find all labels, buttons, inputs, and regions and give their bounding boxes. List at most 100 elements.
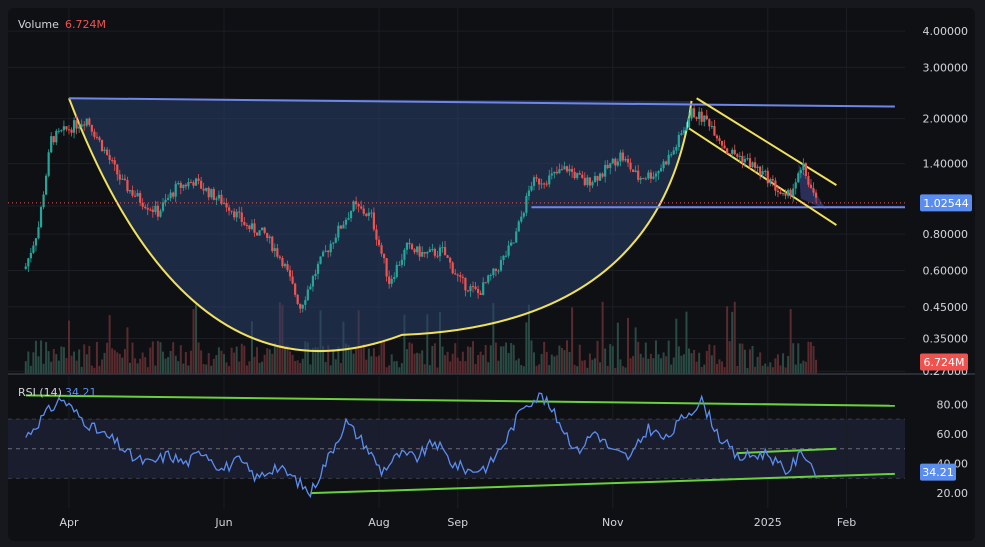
volume-bar	[614, 367, 617, 374]
volume-bar	[815, 359, 818, 374]
volume-bar	[299, 363, 302, 374]
volume-bar	[156, 340, 159, 374]
candle-body	[604, 164, 607, 177]
volume-bar	[715, 363, 718, 374]
candle-body	[45, 175, 48, 195]
candle-body	[118, 174, 121, 180]
rsi-tick-label: 80.00	[937, 398, 969, 411]
candle-body	[723, 145, 726, 149]
candle-body	[141, 202, 144, 207]
volume-bar	[611, 346, 614, 374]
volume-bar	[228, 366, 231, 374]
candle-body	[507, 245, 510, 256]
candle-body	[733, 149, 736, 155]
rsi-lower-trendline[interactable]	[310, 472, 895, 495]
candle-body	[672, 150, 675, 155]
candle-body	[62, 126, 66, 131]
chart-panel[interactable]: 4.00000 3.00000 2.00000 1.40000 0.80000 0.600…	[8, 8, 975, 541]
price-tick-label: 0.35000	[923, 332, 969, 345]
volume-bar	[731, 311, 734, 374]
candle-body	[637, 170, 640, 180]
volume-bar	[675, 318, 678, 374]
candle-body	[535, 177, 538, 179]
candle-body	[50, 136, 53, 153]
candle-body	[177, 182, 180, 184]
volume-bar	[256, 347, 259, 374]
volume-bar	[212, 358, 215, 374]
channel-upper-line[interactable]	[696, 97, 837, 186]
volume-bar	[606, 365, 609, 374]
candle-body	[278, 256, 281, 258]
volume-bar	[233, 352, 236, 374]
candle-body	[42, 194, 45, 208]
wedge-shape[interactable]	[798, 163, 827, 210]
time-axis[interactable]: Apr Jun Aug Sep Nov 2025 Feb	[59, 516, 856, 529]
candle-body	[799, 170, 802, 174]
volume-bar	[713, 345, 716, 374]
volume-bar	[774, 358, 777, 374]
volume-bar	[411, 343, 414, 374]
volume-bar	[604, 348, 607, 374]
price-axis[interactable]: 4.00000 3.00000 2.00000 1.40000 0.80000 0.600…	[923, 25, 969, 378]
candle-body	[88, 118, 91, 125]
volume-bar	[637, 341, 640, 374]
candle-body	[60, 130, 63, 132]
candle-body	[32, 245, 35, 253]
volume-bar	[34, 340, 37, 374]
volume-bar	[553, 356, 556, 374]
volume-bar	[507, 352, 510, 374]
rsi-upper-trendline[interactable]	[25, 394, 895, 407]
volume-bar	[169, 350, 172, 374]
volume-bar	[317, 347, 320, 374]
volume-bar	[57, 360, 60, 374]
candle-body	[565, 166, 569, 172]
candle-body	[634, 170, 637, 172]
volume-bar	[222, 354, 225, 374]
volume-bar	[250, 321, 253, 374]
candle-body	[753, 162, 757, 168]
volume-bar	[677, 346, 680, 374]
volume-bar	[629, 358, 632, 374]
candle-body	[431, 248, 434, 250]
volume-bar	[700, 366, 703, 374]
volume-bar	[37, 356, 40, 374]
candle-body	[812, 188, 815, 193]
candle-body	[471, 286, 475, 288]
candle-body	[113, 160, 116, 165]
volume-bar	[405, 349, 408, 374]
candle-body	[705, 115, 708, 120]
volume-bar	[167, 357, 170, 374]
volume-bar	[807, 341, 810, 374]
volume-bar	[174, 355, 177, 374]
candle-body	[220, 194, 223, 204]
candle-body	[47, 152, 50, 176]
candle-body	[403, 249, 406, 260]
candle-body	[210, 189, 213, 198]
chart-svg[interactable]: 4.00000 3.00000 2.00000 1.40000 0.80000 0.600…	[8, 8, 975, 541]
candle-body	[301, 304, 304, 309]
candle-body	[530, 185, 533, 191]
rsi-legend-label: RSI (14)	[18, 386, 62, 399]
candle-body	[27, 258, 30, 267]
candle-body	[388, 276, 391, 284]
candle-body	[367, 212, 370, 216]
rsi-mini-trendline[interactable]	[737, 447, 837, 455]
volume-bar	[782, 353, 785, 374]
candle-body	[146, 208, 149, 210]
volume-bar	[45, 342, 48, 374]
candle-body	[90, 124, 93, 132]
volume-bar	[294, 360, 297, 374]
candle-body	[255, 232, 259, 236]
volume-bar	[423, 364, 426, 374]
candle-body	[789, 189, 792, 197]
volume-bar	[283, 348, 286, 374]
candle-body	[700, 111, 703, 122]
volume-bar	[388, 365, 391, 374]
candle-body	[713, 126, 716, 136]
candle-body	[55, 130, 58, 143]
candle-body	[75, 120, 78, 129]
resistance-line[interactable]	[68, 97, 895, 108]
candle-body	[520, 216, 523, 222]
volume-bar	[90, 365, 93, 374]
